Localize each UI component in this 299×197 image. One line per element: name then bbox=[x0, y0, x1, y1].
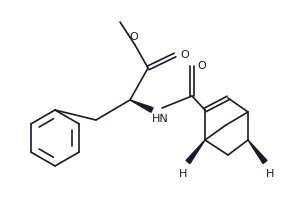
Text: H: H bbox=[266, 169, 274, 179]
Text: O: O bbox=[180, 50, 189, 60]
Text: O: O bbox=[197, 61, 206, 71]
Polygon shape bbox=[248, 140, 267, 164]
Text: H: H bbox=[179, 169, 187, 179]
Text: O: O bbox=[130, 32, 138, 42]
Polygon shape bbox=[130, 100, 153, 112]
Text: HN: HN bbox=[152, 114, 168, 124]
Polygon shape bbox=[186, 140, 205, 164]
